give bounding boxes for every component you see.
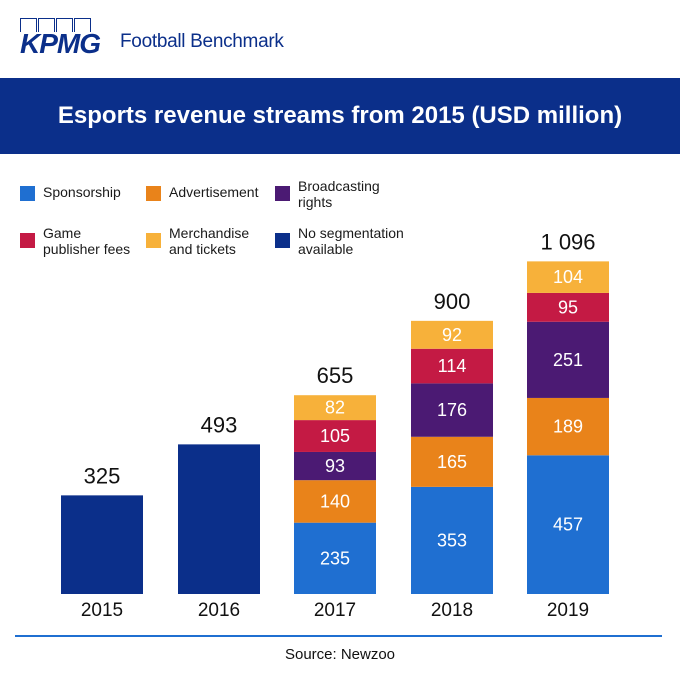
- legend-label: Broadcasting rights: [298, 178, 380, 210]
- bar-segment: [294, 522, 376, 594]
- legend-item-advertisement: Advertisement: [146, 184, 258, 201]
- legend-item-no-segmentation: No segmentation available: [275, 225, 404, 257]
- bar-segment: [411, 320, 493, 349]
- bar-segment: [294, 420, 376, 452]
- kpmg-logo: KPMG: [20, 18, 106, 59]
- data-label: 189: [553, 417, 583, 437]
- data-label: 104: [553, 267, 583, 287]
- bar-segment: [527, 397, 609, 456]
- legend-item-merchandise: Merchandise and tickets: [146, 225, 249, 257]
- legend-swatch: [146, 186, 161, 201]
- header: KPMG Football Benchmark: [0, 0, 680, 78]
- bar-segment: [178, 444, 260, 594]
- x-tick-label: 2016: [198, 600, 240, 621]
- data-label: 235: [320, 548, 350, 568]
- bar-segment: [527, 321, 609, 398]
- brand-title: Football Benchmark: [120, 31, 284, 52]
- source-note: Source: Newzoo: [284, 646, 396, 663]
- legend-item-game-publisher: Game publisher fees: [20, 225, 130, 257]
- legend: Sponsorship Advertisement Broadcasting r…: [0, 170, 680, 270]
- bar-segment: [61, 495, 143, 594]
- chart-title: Esports revenue streams from 2015 (USD m…: [57, 102, 623, 129]
- data-label: 114: [438, 356, 467, 376]
- legend-item-sponsorship: Sponsorship: [20, 184, 121, 201]
- data-label: 176: [437, 400, 467, 420]
- data-label: 165: [437, 452, 467, 472]
- kpmg-logo-text: KPMG: [20, 28, 101, 59]
- total-label: 493: [201, 412, 238, 437]
- data-label: 92: [442, 325, 462, 345]
- data-label: 251: [553, 350, 583, 370]
- x-tick-label: 2018: [431, 600, 473, 621]
- total-label: 900: [434, 289, 471, 314]
- bar-segment: [527, 261, 609, 293]
- kpmg-logo-boxes: [20, 18, 106, 32]
- bar-segment: [411, 348, 493, 384]
- legend-item-broadcasting: Broadcasting rights: [275, 178, 380, 210]
- legend-swatch: [275, 233, 290, 248]
- data-label: 95: [558, 297, 578, 317]
- data-label: 93: [325, 456, 345, 476]
- data-label: 140: [320, 491, 350, 511]
- data-label: 457: [553, 515, 583, 535]
- title-banner: Esports revenue streams from 2015 (USD m…: [0, 78, 680, 154]
- legend-label: Game publisher fees: [43, 225, 131, 257]
- legend-label: Merchandise and tickets: [169, 225, 250, 257]
- legend-swatch: [20, 186, 35, 201]
- bar-segment: [294, 480, 376, 523]
- legend-label: Sponsorship: [43, 184, 121, 200]
- bar-segment: [294, 395, 376, 421]
- bar-segment: [294, 451, 376, 481]
- bar-segment: [411, 436, 493, 487]
- total-label: 655: [317, 363, 354, 388]
- legend-label: Advertisement: [169, 184, 259, 200]
- bar-segment: [411, 383, 493, 437]
- x-tick-label: 2017: [314, 600, 356, 621]
- data-label: 353: [437, 530, 467, 550]
- legend-swatch: [20, 233, 35, 248]
- bar-segment: [527, 455, 609, 594]
- data-label: 105: [320, 426, 350, 446]
- bar-segment: [527, 292, 609, 322]
- data-label: 82: [325, 398, 345, 418]
- legend-label: No segmentation available: [298, 225, 404, 257]
- x-tick-label: 2019: [547, 600, 589, 621]
- total-label: 325: [84, 463, 121, 488]
- legend-swatch: [146, 233, 161, 248]
- bar-segment: [411, 486, 493, 594]
- legend-swatch: [275, 186, 290, 201]
- x-tick-label: 2015: [81, 600, 123, 621]
- total-label: 1 096: [540, 229, 595, 254]
